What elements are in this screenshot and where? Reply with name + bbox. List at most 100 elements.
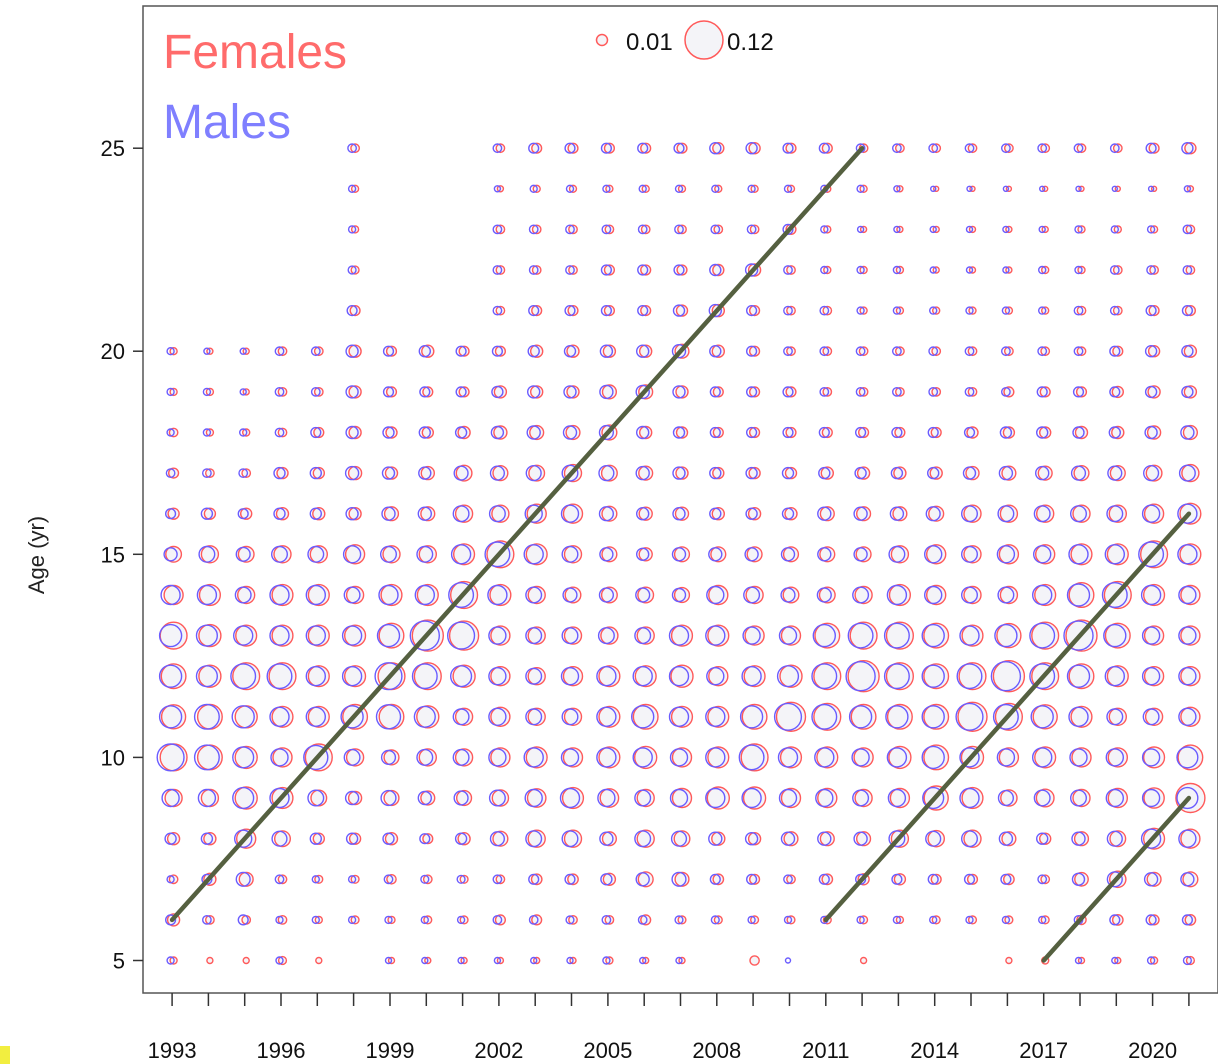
female-bubble [748, 873, 761, 885]
male-bubble [233, 829, 253, 848]
male-bubble [745, 345, 758, 357]
male-bubble [524, 504, 543, 523]
female-bubble [1149, 265, 1160, 275]
female-bubble [495, 143, 506, 154]
male-bubble [856, 265, 865, 275]
female-bubble [1076, 143, 1087, 154]
male-bubble [783, 346, 793, 357]
male-bubble [166, 347, 175, 356]
male-bubble [778, 788, 798, 808]
female-bubble [822, 386, 833, 397]
male-bubble [271, 545, 289, 563]
male-bubble [1033, 505, 1051, 523]
male-bubble [964, 386, 975, 397]
male-bubble [1038, 185, 1046, 193]
male-bubble [963, 426, 976, 439]
female-bubble [567, 305, 579, 317]
male-bubble [380, 545, 398, 563]
male-bubble [528, 305, 540, 317]
male-bubble [634, 830, 652, 848]
x-tick-label: 1999 [366, 1038, 415, 1063]
female-bubble [454, 707, 474, 726]
male-bubble [374, 662, 403, 691]
male-bubble [200, 832, 214, 845]
male-bubble [1072, 386, 1085, 398]
male-bubble [705, 787, 726, 809]
male-bubble [525, 667, 543, 685]
female-bubble [785, 426, 797, 439]
female-bubble [313, 426, 325, 439]
male-bubble [1036, 386, 1048, 398]
male-bubble [596, 747, 617, 768]
corner-mark [0, 1046, 10, 1064]
female-bubble [1184, 141, 1197, 155]
female-bubble [785, 142, 797, 154]
male-bubble [601, 915, 612, 925]
female-bubble [1108, 707, 1128, 726]
male-bubble [375, 704, 402, 730]
male-bubble [709, 466, 722, 480]
female-bubble [495, 224, 506, 235]
male-bubble [1144, 425, 1158, 440]
male-bubble [992, 703, 1019, 730]
male-bubble [237, 914, 249, 926]
male-bubble [671, 587, 687, 603]
male-bubble [599, 547, 614, 562]
male-bubble [668, 625, 690, 646]
female-bubble [1034, 746, 1057, 769]
female-bubble [822, 305, 833, 316]
male-bubble [1109, 345, 1121, 357]
female-bubble [783, 831, 799, 847]
female-bubble [748, 426, 761, 439]
male-bubble [340, 705, 364, 729]
male-bubble [855, 346, 866, 357]
female-bubble [779, 746, 803, 769]
male-bubble [925, 830, 942, 847]
male-bubble [817, 547, 832, 562]
male-bubble [239, 347, 247, 355]
female-bubble [491, 504, 510, 523]
female-bubble [238, 871, 254, 887]
female-bubble [992, 660, 1026, 693]
male-bubble [562, 425, 578, 440]
female-bubble [198, 583, 221, 607]
female-bubble [348, 507, 362, 521]
male-bubble [777, 747, 799, 768]
female-bubble [348, 832, 362, 845]
male-bubble [421, 956, 429, 965]
female-bubble [1035, 788, 1055, 808]
female-bubble [527, 667, 546, 686]
female-bubble [893, 873, 907, 886]
male-bubble [965, 266, 974, 274]
female-bubble [567, 873, 579, 886]
male-bubble [738, 744, 765, 771]
female-bubble [676, 142, 688, 154]
male-bubble [888, 545, 906, 563]
male-bubble [1182, 265, 1193, 275]
male-bubble [1002, 225, 1010, 234]
female-bubble [1146, 425, 1162, 440]
female-bubble [712, 263, 725, 277]
female-bubble [567, 142, 579, 154]
female-bubble [636, 829, 655, 848]
female-bubble [819, 546, 836, 563]
male-bubble [232, 786, 255, 810]
female-bubble [1004, 346, 1014, 357]
female-bubble [713, 915, 723, 925]
female-bubble [600, 464, 618, 482]
male-bubble [674, 184, 684, 194]
male-bubble [925, 506, 941, 522]
male-bubble [492, 143, 503, 154]
male-bubble [637, 915, 648, 925]
male-bubble [1180, 425, 1195, 440]
female-bubble [1185, 955, 1196, 966]
male-bubble [1035, 426, 1049, 439]
female-bubble [277, 386, 288, 397]
male-bubble [381, 466, 396, 480]
female-bubble [712, 873, 725, 886]
female-bubble [530, 385, 544, 399]
female-bubble [384, 832, 399, 846]
male-bubble [416, 545, 434, 563]
male-bubble [525, 465, 542, 482]
male-bubble [921, 664, 945, 688]
